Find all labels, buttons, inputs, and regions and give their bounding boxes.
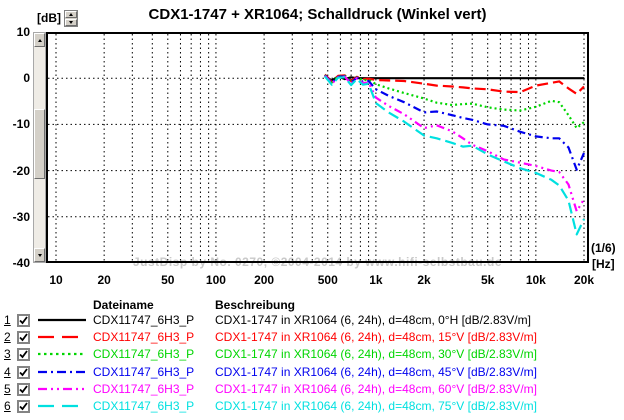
legend-row: 2 CDX11747_6H3_P CDX1-1747 in XR1064 (6, 2…: [0, 329, 624, 345]
legend-header-filename: Dateiname: [93, 298, 154, 312]
legend-row: 4 CDX11747_6H3_P CDX1-1747 in XR1064 (6, 2…: [0, 364, 624, 380]
scrollbar-down-button[interactable]: [34, 248, 45, 262]
legend-line-sample: [38, 318, 86, 322]
checkmark-icon: [19, 368, 28, 376]
x-tick-label: 10: [49, 273, 63, 287]
legend-row-number[interactable]: 5: [4, 381, 11, 396]
legend-row: 1 CDX11747_6H3_P CDX1-1747 in XR1064 (6, 2…: [0, 312, 624, 328]
checkmark-icon: [19, 385, 28, 394]
x-tick-label: 200: [254, 273, 275, 287]
legend-description: CDX1-1747 in XR1064 (6, 24h), d=48cm, 45…: [215, 364, 537, 379]
curve-45°V: [324, 74, 586, 171]
x-tick-label: 100: [205, 273, 226, 287]
legend-line-sample: [38, 404, 86, 408]
legend-row-number[interactable]: 2: [4, 330, 11, 345]
legend-row: 6 CDX11747_6H3_P CDX1-1747 in XR1064 (6, 2…: [0, 398, 624, 414]
legend-filename: CDX11747_6H3_P: [93, 330, 195, 345]
spinner-down-button[interactable]: [65, 19, 77, 26]
arrow-down-icon: [69, 21, 73, 24]
vertical-scrollbar[interactable]: [33, 32, 46, 263]
legend-description: CDX1-1747 in XR1064 (6, 24h), d=48cm, 0°…: [215, 313, 531, 327]
y-tick-label: -10: [12, 117, 30, 132]
legend-line-sample: [38, 336, 86, 339]
db-scale-spinner[interactable]: [64, 10, 78, 27]
plot-border: [46, 32, 589, 263]
legend-description: CDX1-1747 in XR1064 (6, 24h), d=48cm, 30…: [215, 347, 537, 362]
legend-line-sample: [38, 353, 86, 356]
curve-75°V: [324, 75, 585, 236]
x-tick-label: 500: [317, 273, 338, 287]
legend-line-sample: [38, 370, 86, 373]
x-tick-label: 20k: [573, 273, 595, 287]
x-tick-label: 50: [161, 273, 175, 287]
legend-row-number[interactable]: 4: [4, 364, 11, 379]
y-tick-label: -20: [12, 163, 30, 178]
legend-description: CDX1-1747 in XR1064 (6, 24h), d=48cm, 15…: [215, 330, 537, 345]
arrow-up-icon: [69, 13, 73, 16]
arrow-up-icon: [37, 38, 42, 42]
scrollbar-up-button[interactable]: [34, 33, 45, 47]
x-tick-label: 5k: [481, 273, 495, 287]
checkmark-icon: [19, 333, 28, 342]
legend-row-checkbox[interactable]: [17, 382, 30, 396]
legend-row: 3 CDX11747_6H3_P CDX1-1747 in XR1064 (6, 2…: [0, 346, 624, 362]
y-tick-label: 0: [23, 71, 30, 86]
y-tick-label: -40: [12, 256, 30, 270]
curve-30°V: [324, 74, 585, 130]
legend-filename: CDX11747_6H3_P: [93, 347, 195, 362]
legend-line-sample: [38, 387, 86, 390]
checkmark-icon: [19, 402, 28, 411]
x-axis-unit-label: [Hz]: [592, 257, 615, 271]
legend-row-number[interactable]: 3: [4, 347, 11, 362]
checkmark-icon: [19, 350, 28, 359]
legend-filename: CDX11747_6H3_P: [93, 399, 195, 413]
legend-row-checkbox[interactable]: [17, 365, 30, 379]
frequency-response-plot: [46, 32, 589, 263]
curve-60°V: [324, 75, 585, 213]
legend-row-number[interactable]: 6: [4, 399, 11, 413]
legend-row-checkbox[interactable]: [17, 331, 30, 345]
curve-0°H: [324, 74, 584, 82]
x-tick-label: 10k: [525, 273, 546, 287]
x-tick-label: 20: [97, 273, 111, 287]
legend-row-number[interactable]: 1: [4, 313, 11, 327]
checkmark-icon: [19, 316, 28, 325]
spinner-up-button[interactable]: [65, 11, 77, 18]
smoothing-label: (1/6): [591, 241, 616, 255]
curve-15°V: [324, 73, 585, 96]
legend-description: CDX1-1747 in XR1064 (6, 24h), d=48cm, 75…: [215, 399, 537, 413]
y-tick-label: 10: [16, 25, 30, 39]
legend-filename: CDX11747_6H3_P: [93, 364, 195, 379]
x-tick-label: 2k: [417, 273, 431, 287]
page-title: CDX1-1747 + XR1064; Schalldruck (Winkel …: [148, 6, 487, 23]
legend-row-checkbox[interactable]: [17, 348, 30, 362]
y-axis-unit-label: [dB]: [37, 11, 61, 25]
legend-filename: CDX11747_6H3_P: [93, 313, 195, 327]
legend-header-description: Beschreibung: [215, 298, 296, 312]
legend-row-checkbox[interactable]: [17, 314, 30, 327]
legend-filename: CDX11747_6H3_P: [93, 381, 195, 396]
legend-row: 5 CDX11747_6H3_P CDX1-1747 in XR1064 (6, 2…: [0, 381, 624, 397]
x-tick-label: 1k: [369, 273, 383, 287]
legend-description: CDX1-1747 in XR1064 (6, 24h), d=48cm, 60…: [215, 381, 537, 396]
legend-row-checkbox[interactable]: [17, 400, 30, 413]
arrow-down-icon: [37, 253, 42, 257]
y-tick-label: -30: [12, 209, 30, 224]
scrollbar-thumb[interactable]: [34, 109, 45, 179]
